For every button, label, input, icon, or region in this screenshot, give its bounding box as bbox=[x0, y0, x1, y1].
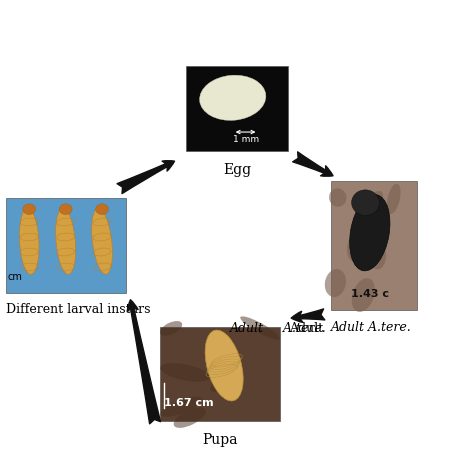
Ellipse shape bbox=[173, 407, 206, 428]
Ellipse shape bbox=[352, 278, 375, 312]
Text: Adult     A.tere.: Adult A.tere. bbox=[230, 322, 327, 335]
Ellipse shape bbox=[160, 321, 182, 336]
Ellipse shape bbox=[367, 191, 383, 210]
Ellipse shape bbox=[352, 190, 379, 216]
Ellipse shape bbox=[350, 195, 390, 271]
Ellipse shape bbox=[329, 188, 346, 207]
Ellipse shape bbox=[161, 397, 202, 417]
Ellipse shape bbox=[240, 316, 280, 340]
Ellipse shape bbox=[370, 243, 386, 269]
Ellipse shape bbox=[387, 183, 401, 214]
Ellipse shape bbox=[210, 372, 241, 392]
Ellipse shape bbox=[347, 231, 367, 262]
Text: Egg: Egg bbox=[223, 164, 251, 177]
Ellipse shape bbox=[96, 204, 109, 215]
Text: 1.43 c: 1.43 c bbox=[351, 289, 389, 299]
FancyBboxPatch shape bbox=[186, 65, 288, 151]
Text: 1.67 cm: 1.67 cm bbox=[164, 398, 214, 409]
Ellipse shape bbox=[23, 204, 36, 215]
FancyBboxPatch shape bbox=[331, 182, 417, 310]
Ellipse shape bbox=[59, 204, 72, 215]
Ellipse shape bbox=[325, 269, 346, 297]
Ellipse shape bbox=[55, 208, 76, 274]
Ellipse shape bbox=[160, 363, 210, 382]
Text: Pupa: Pupa bbox=[202, 433, 237, 447]
Ellipse shape bbox=[200, 75, 266, 120]
Ellipse shape bbox=[19, 208, 39, 274]
Ellipse shape bbox=[357, 201, 384, 231]
Ellipse shape bbox=[91, 208, 112, 274]
Ellipse shape bbox=[205, 330, 243, 401]
FancyBboxPatch shape bbox=[160, 327, 280, 421]
Text: Different larval instars: Different larval instars bbox=[6, 303, 150, 317]
Text: Adult: Adult bbox=[289, 322, 327, 335]
Text: 1 mm: 1 mm bbox=[233, 136, 259, 145]
FancyBboxPatch shape bbox=[6, 199, 126, 292]
Text: cm: cm bbox=[8, 272, 23, 282]
Text: Adult A.tere.: Adult A.tere. bbox=[331, 320, 412, 334]
